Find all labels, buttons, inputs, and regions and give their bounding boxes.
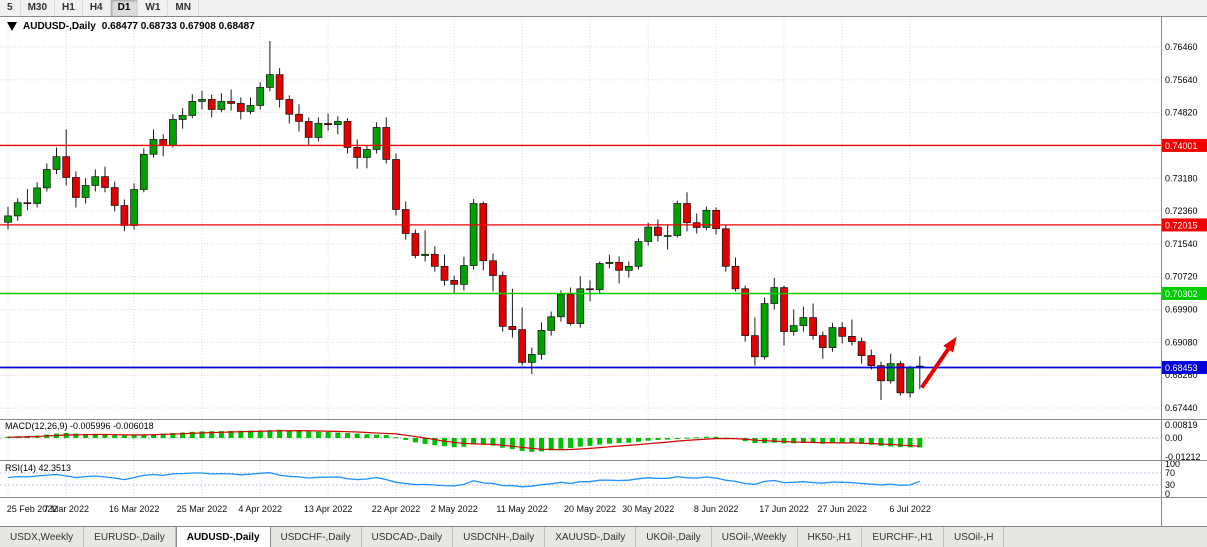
svg-text:0.75640: 0.75640 bbox=[1165, 75, 1198, 85]
svg-text:20 May 2022: 20 May 2022 bbox=[564, 504, 616, 514]
timeframe-button-h4[interactable]: H4 bbox=[83, 0, 111, 16]
chart-tab-xauusd-daily[interactable]: XAUUSD-,Daily bbox=[545, 527, 637, 547]
svg-text:0.74001: 0.74001 bbox=[1165, 141, 1198, 151]
svg-text:0.69900: 0.69900 bbox=[1165, 305, 1198, 315]
timeframe-button-m30[interactable]: M30 bbox=[21, 0, 56, 16]
svg-text:100: 100 bbox=[1165, 459, 1180, 469]
panel-separators bbox=[0, 17, 1207, 526]
svg-text:70: 70 bbox=[1165, 468, 1175, 478]
chart-tab-usdchf-daily[interactable]: USDCHF-,Daily bbox=[271, 527, 362, 547]
timeframe-button-w1[interactable]: W1 bbox=[138, 0, 169, 16]
svg-text:25 Mar 2022: 25 Mar 2022 bbox=[177, 504, 228, 514]
svg-text:6 Jul 2022: 6 Jul 2022 bbox=[889, 504, 931, 514]
svg-text:11 May 2022: 11 May 2022 bbox=[496, 504, 547, 514]
svg-text:0.00: 0.00 bbox=[1165, 433, 1183, 443]
chart-tab-eurusd-daily[interactable]: EURUSD-,Daily bbox=[84, 527, 176, 547]
chart-tab-eurchf-h1[interactable]: EURCHF-,H1 bbox=[862, 527, 944, 547]
chart-tab-ukoil-daily[interactable]: UKOil-,Daily bbox=[636, 527, 712, 547]
chart-tab-usoil-h[interactable]: USOil-,H bbox=[944, 527, 1005, 547]
svg-text:-0.01212: -0.01212 bbox=[1165, 452, 1201, 462]
svg-text:0.70302: 0.70302 bbox=[1165, 289, 1198, 299]
chart-tab-usdcad-daily[interactable]: USDCAD-,Daily bbox=[362, 527, 454, 547]
svg-text:0.70720: 0.70720 bbox=[1165, 272, 1198, 282]
svg-text:0.68453: 0.68453 bbox=[1165, 363, 1198, 373]
svg-text:2 May 2022: 2 May 2022 bbox=[431, 504, 478, 514]
svg-text:0.72360: 0.72360 bbox=[1165, 206, 1198, 216]
timeframe-button-h1[interactable]: H1 bbox=[55, 0, 83, 16]
macd-indicator-label: MACD(12,26,9) -0.005996 -0.006018 bbox=[5, 421, 154, 431]
timeframe-button-mn[interactable]: MN bbox=[168, 0, 199, 16]
svg-text:16 Mar 2022: 16 Mar 2022 bbox=[109, 504, 160, 514]
svg-text:0.00819: 0.00819 bbox=[1165, 420, 1198, 430]
timeframe-toolbar: 5 M30 H1 H4 D1 W1 MN bbox=[0, 0, 1207, 17]
ohlc-values: 0.68477 0.68733 0.67908 0.68487 bbox=[101, 21, 255, 32]
timeframe-button-d1[interactable]: D1 bbox=[110, 0, 139, 16]
chart-tab-hk50-h1[interactable]: HK50-,H1 bbox=[798, 527, 863, 547]
svg-text:7 Mar 2022: 7 Mar 2022 bbox=[43, 504, 89, 514]
rsi-panel bbox=[0, 472, 1161, 488]
svg-text:8 Jun 2022: 8 Jun 2022 bbox=[694, 504, 739, 514]
symbol-period-label: AUDUSD-,Daily bbox=[23, 21, 96, 32]
svg-text:4 Apr 2022: 4 Apr 2022 bbox=[238, 504, 282, 514]
svg-text:0.71540: 0.71540 bbox=[1165, 239, 1198, 249]
chart-tab-usdx-weekly[interactable]: USDX,Weekly bbox=[0, 527, 85, 547]
svg-text:0.76460: 0.76460 bbox=[1165, 42, 1198, 52]
rsi-indicator-label: RSI(14) 42.3513 bbox=[5, 463, 72, 473]
candlestick-series bbox=[4, 40, 924, 401]
svg-text:0.69080: 0.69080 bbox=[1165, 337, 1198, 347]
svg-text:25 Feb 2022: 25 Feb 2022 bbox=[7, 504, 58, 514]
timeframe-button-5[interactable]: 5 bbox=[0, 0, 21, 16]
svg-text:0.74820: 0.74820 bbox=[1165, 108, 1198, 118]
horizontal-price-lines bbox=[0, 144, 1161, 369]
chart-tab-audusd-daily[interactable]: AUDUSD-,Daily bbox=[175, 527, 271, 547]
chart-tab-usdcnh-daily[interactable]: USDCNH-,Daily bbox=[453, 527, 546, 547]
svg-text:0.68260: 0.68260 bbox=[1165, 370, 1198, 380]
svg-text:17 Jun 2022: 17 Jun 2022 bbox=[759, 504, 809, 514]
trend-arrow-annotation bbox=[920, 336, 957, 389]
svg-text:22 Apr 2022: 22 Apr 2022 bbox=[372, 504, 421, 514]
svg-text:0: 0 bbox=[1165, 489, 1170, 499]
svg-text:0.73180: 0.73180 bbox=[1165, 173, 1198, 183]
macd-panel bbox=[0, 429, 1161, 452]
svg-text:0.72015: 0.72015 bbox=[1165, 220, 1198, 230]
chart-tab-usoil-weekly[interactable]: USOil-,Weekly bbox=[712, 527, 798, 547]
svg-text:30: 30 bbox=[1165, 480, 1175, 490]
price-axis-badges: 0.74001 0.72015 0.70302 0.68453 bbox=[1162, 138, 1207, 374]
svg-text:13 Apr 2022: 13 Apr 2022 bbox=[304, 504, 353, 514]
chart-tabs-bar: USDX,Weekly EURUSD-,Daily AUDUSD-,Daily USD… bbox=[0, 526, 1207, 547]
svg-text:30 May 2022: 30 May 2022 bbox=[622, 504, 674, 514]
svg-text:27 Jun 2022: 27 Jun 2022 bbox=[817, 504, 867, 514]
chart-symbol-label: AUDUSD-,Daily 0.68477 0.68733 0.67908 0.… bbox=[7, 21, 255, 32]
macd-axis-labels: 0.00819 0.00 -0.01212 bbox=[1165, 420, 1201, 462]
chart-shift-marker-icon bbox=[7, 22, 17, 31]
svg-text:0.67440: 0.67440 bbox=[1165, 403, 1198, 413]
grid-lines bbox=[0, 18, 1161, 497]
